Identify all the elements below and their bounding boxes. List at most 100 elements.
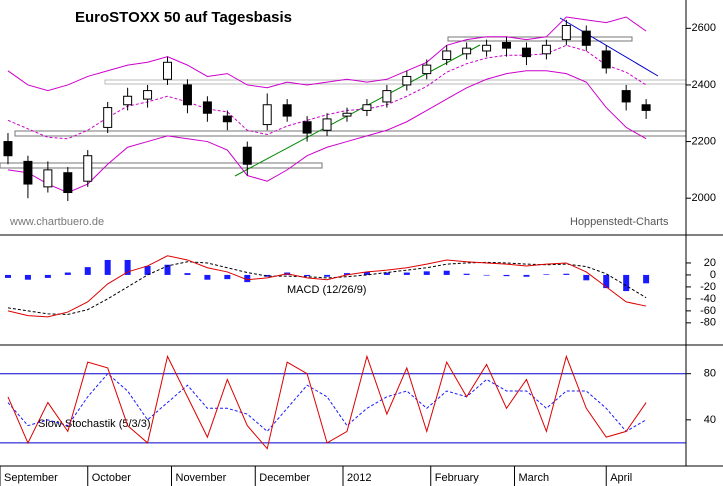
candle-body [302,121,312,134]
trend-line [559,17,659,77]
x-tick-label: March [519,472,550,484]
y-tick-label: 2400 [692,79,716,91]
candle-body [641,104,651,111]
candle-body [442,50,452,60]
panel-label: MACD (12/26/9) [287,284,366,296]
histogram-bar [304,274,311,277]
histogram-bar [423,271,430,275]
histogram-bar [483,274,490,276]
candle-body [342,112,352,117]
histogram-bar [583,274,590,281]
y-tick-label: 20 [704,257,716,269]
histogram-bar [403,272,410,275]
candle-body [422,64,432,75]
candle-body [402,75,412,86]
x-tick-label: October [92,472,131,484]
histogram-bar [224,274,231,280]
candle-body [561,24,571,41]
histogram-bar [543,274,550,275]
candle-body [322,118,332,131]
histogram-bar [124,259,131,275]
y-tick-label: -60 [700,305,716,317]
histogram-bar [463,273,470,275]
source: Hoppenstedt-Charts [570,216,669,228]
candle-body [482,44,492,52]
candle-body [601,50,611,69]
histogram-bar [503,274,510,277]
candle-body [262,104,272,126]
histogram-bar [443,270,450,275]
histogram-bar [343,273,350,275]
line [7,255,647,318]
candle-body [143,90,153,100]
histogram-bar [324,274,331,277]
histogram-bar [44,274,51,278]
candle-body [382,90,392,103]
candle-body [242,146,252,165]
y-tick-label: 2200 [692,135,716,147]
histogram-bar [4,274,11,278]
candle-body [362,104,372,111]
candle-body [541,44,551,55]
trend-line [234,44,481,177]
histogram-bar [363,271,370,275]
y-tick-label: 80 [704,368,716,380]
y-tick-label: -40 [700,293,716,305]
support-band [0,162,323,169]
histogram-bar [383,272,390,275]
candle-body [43,169,53,188]
y-tick-label: 40 [704,414,716,426]
candle-body [581,30,591,46]
y-tick-label: -20 [700,281,716,293]
y-tick-label: 2600 [692,22,716,34]
candle-body [3,141,13,157]
candle-body [83,155,93,182]
candle-body [521,47,531,58]
candle-body [23,160,33,185]
candle-body [502,41,512,49]
x-tick-label: 2012 [347,472,371,484]
candle-body [222,115,232,123]
histogram-bar [164,264,171,275]
histogram-bar [104,259,111,275]
histogram-bar [244,274,251,283]
histogram-bar [64,272,71,275]
histogram-bar [184,273,191,275]
x-tick-label: September [4,472,58,484]
candle-body [103,107,113,128]
histogram-bar [563,273,570,275]
histogram-bar [523,274,530,277]
x-tick-label: November [176,472,227,484]
x-tick-label: April [610,472,632,484]
candle-body [202,101,212,114]
histogram-bar [24,274,31,280]
chart-title: EuroSTOXX 50 auf Tagesbasis [75,9,292,26]
candle-body [63,172,73,194]
x-tick-label: December [259,472,310,484]
candle-body [182,84,192,106]
histogram-bar [84,267,91,275]
panel-label: Slow Stochastik (5/3/3) [38,418,151,430]
y-tick-label: 0 [710,269,716,281]
x-tick-label: February [435,472,480,484]
histogram-bar [603,274,610,289]
candle-body [282,104,292,117]
support-band [447,36,633,42]
candle-body [621,90,631,103]
watermark: www.chartbuero.de [9,216,104,228]
candle-body [163,61,173,80]
y-tick-label: 2000 [692,192,716,204]
histogram-bar [204,274,211,280]
histogram-bar [144,265,151,275]
line [7,70,647,194]
y-tick-label: -80 [700,317,716,329]
histogram-bar [623,274,630,292]
line [7,354,647,450]
candle-body [462,47,472,55]
candle-body [123,95,133,106]
histogram-bar [264,274,271,277]
line [7,372,647,433]
histogram-bar [643,274,650,284]
line [7,16,647,92]
